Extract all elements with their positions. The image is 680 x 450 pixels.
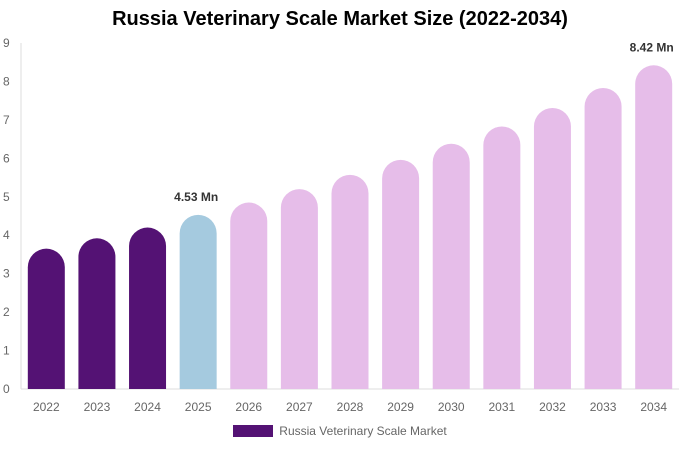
bar-2028 (331, 174, 369, 389)
bar-2027 (280, 189, 318, 389)
y-tick-label: 0 (3, 382, 10, 396)
y-tick-label: 3 (3, 267, 10, 281)
y-tick-label: 2 (3, 305, 10, 319)
y-tick-label: 4 (3, 228, 10, 242)
x-tick-label: 2030 (438, 400, 465, 414)
y-tick-label: 9 (3, 36, 10, 50)
x-tick-label: 2024 (134, 400, 161, 414)
bar-2023 (78, 238, 116, 389)
x-tick-label: 2027 (286, 400, 313, 414)
y-tick-label: 6 (3, 151, 10, 165)
x-tick-label: 2026 (235, 400, 262, 414)
chart-title: Russia Veterinary Scale Market Size (202… (112, 8, 568, 30)
x-tick-label: 2031 (488, 400, 515, 414)
bar-2030 (432, 143, 470, 389)
bar-2025 (179, 214, 217, 389)
data-label: 4.53 Mn (174, 190, 218, 204)
x-tick-label: 2025 (185, 400, 212, 414)
bar-2024 (129, 227, 167, 389)
x-tick-label: 2033 (590, 400, 617, 414)
data-label: 8.42 Mn (630, 40, 674, 54)
bar-2026 (230, 202, 268, 389)
x-tick-label: 2022 (33, 400, 60, 414)
bar-2022 (27, 248, 65, 389)
bar-2031 (483, 126, 521, 390)
y-tick-label: 7 (3, 113, 10, 127)
x-tick-label: 2023 (84, 400, 111, 414)
bar-2034 (635, 65, 673, 389)
chart-legend: Russia Veterinary Scale Market (0, 424, 680, 438)
bar-2032 (533, 107, 571, 390)
legend-label: Russia Veterinary Scale Market (279, 424, 447, 438)
legend-swatch (233, 425, 274, 437)
y-tick-label: 8 (3, 74, 10, 88)
bar-2029 (382, 159, 420, 389)
x-tick-label: 2028 (337, 400, 364, 414)
y-tick-label: 1 (3, 344, 10, 358)
x-tick-label: 2029 (387, 400, 414, 414)
x-tick-label: 2034 (640, 400, 667, 414)
y-tick-label: 5 (3, 190, 10, 204)
x-tick-label: 2032 (539, 400, 566, 414)
bar-2033 (584, 88, 622, 389)
